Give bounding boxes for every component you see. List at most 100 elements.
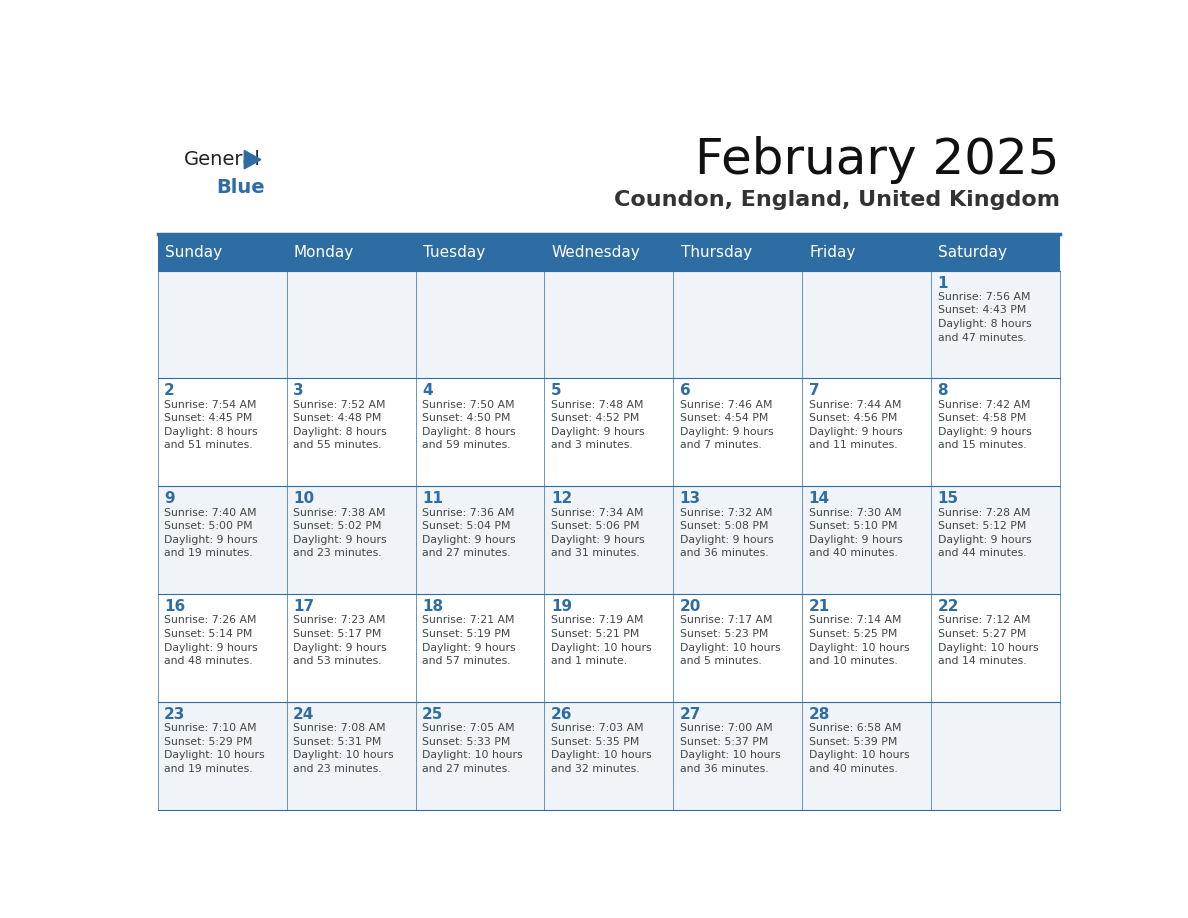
Text: February 2025: February 2025 — [695, 136, 1060, 184]
Bar — [931, 378, 1060, 487]
Text: Saturday: Saturday — [939, 245, 1007, 260]
Bar — [802, 378, 931, 487]
Text: Sunrise: 7:32 AM
Sunset: 5:08 PM
Daylight: 9 hours
and 36 minutes.: Sunrise: 7:32 AM Sunset: 5:08 PM Dayligh… — [680, 508, 773, 558]
Text: Sunrise: 7:00 AM
Sunset: 5:37 PM
Daylight: 10 hours
and 36 minutes.: Sunrise: 7:00 AM Sunset: 5:37 PM Dayligh… — [680, 723, 781, 774]
Bar — [286, 594, 416, 702]
Bar — [931, 271, 1060, 378]
Text: 4: 4 — [422, 384, 432, 398]
Text: Coundon, England, United Kingdom: Coundon, England, United Kingdom — [614, 190, 1060, 210]
Text: 1: 1 — [937, 275, 948, 291]
Bar — [286, 271, 416, 378]
Text: Sunrise: 7:50 AM
Sunset: 4:50 PM
Daylight: 8 hours
and 59 minutes.: Sunrise: 7:50 AM Sunset: 4:50 PM Dayligh… — [422, 399, 516, 451]
Text: Sunrise: 7:10 AM
Sunset: 5:29 PM
Daylight: 10 hours
and 19 minutes.: Sunrise: 7:10 AM Sunset: 5:29 PM Dayligh… — [164, 723, 265, 774]
Text: Sunrise: 7:30 AM
Sunset: 5:10 PM
Daylight: 9 hours
and 40 minutes.: Sunrise: 7:30 AM Sunset: 5:10 PM Dayligh… — [809, 508, 902, 558]
Text: 10: 10 — [293, 491, 314, 507]
Text: 5: 5 — [551, 384, 562, 398]
Text: Sunrise: 7:26 AM
Sunset: 5:14 PM
Daylight: 9 hours
and 48 minutes.: Sunrise: 7:26 AM Sunset: 5:14 PM Dayligh… — [164, 615, 258, 666]
Bar — [802, 702, 931, 810]
Text: Sunrise: 7:34 AM
Sunset: 5:06 PM
Daylight: 9 hours
and 31 minutes.: Sunrise: 7:34 AM Sunset: 5:06 PM Dayligh… — [551, 508, 644, 558]
Text: Sunrise: 6:58 AM
Sunset: 5:39 PM
Daylight: 10 hours
and 40 minutes.: Sunrise: 6:58 AM Sunset: 5:39 PM Dayligh… — [809, 723, 909, 774]
Text: Sunrise: 7:28 AM
Sunset: 5:12 PM
Daylight: 9 hours
and 44 minutes.: Sunrise: 7:28 AM Sunset: 5:12 PM Dayligh… — [937, 508, 1031, 558]
Bar — [802, 487, 931, 594]
Text: 23: 23 — [164, 707, 185, 722]
Bar — [416, 378, 544, 487]
Text: 19: 19 — [551, 599, 571, 614]
Text: 8: 8 — [937, 384, 948, 398]
Text: 17: 17 — [293, 599, 314, 614]
Bar — [158, 594, 286, 702]
Bar — [158, 378, 286, 487]
Bar — [158, 487, 286, 594]
Text: Sunrise: 7:21 AM
Sunset: 5:19 PM
Daylight: 9 hours
and 57 minutes.: Sunrise: 7:21 AM Sunset: 5:19 PM Dayligh… — [422, 615, 516, 666]
Bar — [286, 487, 416, 594]
Text: Thursday: Thursday — [681, 245, 752, 260]
Bar — [158, 271, 286, 378]
Bar — [158, 234, 1060, 271]
Text: Sunrise: 7:46 AM
Sunset: 4:54 PM
Daylight: 9 hours
and 7 minutes.: Sunrise: 7:46 AM Sunset: 4:54 PM Dayligh… — [680, 399, 773, 451]
Text: Tuesday: Tuesday — [423, 245, 485, 260]
Text: Sunrise: 7:17 AM
Sunset: 5:23 PM
Daylight: 10 hours
and 5 minutes.: Sunrise: 7:17 AM Sunset: 5:23 PM Dayligh… — [680, 615, 781, 666]
Text: 12: 12 — [551, 491, 573, 507]
Text: Sunrise: 7:54 AM
Sunset: 4:45 PM
Daylight: 8 hours
and 51 minutes.: Sunrise: 7:54 AM Sunset: 4:45 PM Dayligh… — [164, 399, 258, 451]
Text: Sunrise: 7:48 AM
Sunset: 4:52 PM
Daylight: 9 hours
and 3 minutes.: Sunrise: 7:48 AM Sunset: 4:52 PM Dayligh… — [551, 399, 644, 451]
Bar — [416, 487, 544, 594]
Text: 3: 3 — [293, 384, 304, 398]
Text: 24: 24 — [293, 707, 315, 722]
Text: Sunrise: 7:08 AM
Sunset: 5:31 PM
Daylight: 10 hours
and 23 minutes.: Sunrise: 7:08 AM Sunset: 5:31 PM Dayligh… — [293, 723, 393, 774]
Text: Sunrise: 7:05 AM
Sunset: 5:33 PM
Daylight: 10 hours
and 27 minutes.: Sunrise: 7:05 AM Sunset: 5:33 PM Dayligh… — [422, 723, 523, 774]
Text: 26: 26 — [551, 707, 573, 722]
Bar — [674, 271, 802, 378]
Text: 13: 13 — [680, 491, 701, 507]
Text: 25: 25 — [422, 707, 443, 722]
Text: Sunrise: 7:03 AM
Sunset: 5:35 PM
Daylight: 10 hours
and 32 minutes.: Sunrise: 7:03 AM Sunset: 5:35 PM Dayligh… — [551, 723, 651, 774]
Bar — [544, 702, 674, 810]
Bar — [674, 594, 802, 702]
Text: Sunrise: 7:38 AM
Sunset: 5:02 PM
Daylight: 9 hours
and 23 minutes.: Sunrise: 7:38 AM Sunset: 5:02 PM Dayligh… — [293, 508, 386, 558]
Bar — [931, 702, 1060, 810]
Bar — [802, 271, 931, 378]
Text: Sunrise: 7:19 AM
Sunset: 5:21 PM
Daylight: 10 hours
and 1 minute.: Sunrise: 7:19 AM Sunset: 5:21 PM Dayligh… — [551, 615, 651, 666]
Text: 18: 18 — [422, 599, 443, 614]
Text: 2: 2 — [164, 384, 175, 398]
Text: Sunrise: 7:40 AM
Sunset: 5:00 PM
Daylight: 9 hours
and 19 minutes.: Sunrise: 7:40 AM Sunset: 5:00 PM Dayligh… — [164, 508, 258, 558]
Text: Friday: Friday — [809, 245, 855, 260]
Text: 22: 22 — [937, 599, 959, 614]
Text: 15: 15 — [937, 491, 959, 507]
Bar — [674, 487, 802, 594]
Bar — [674, 702, 802, 810]
Bar — [544, 378, 674, 487]
Text: 28: 28 — [809, 707, 830, 722]
Text: Monday: Monday — [293, 245, 354, 260]
Bar — [931, 487, 1060, 594]
Bar — [544, 271, 674, 378]
Text: Sunrise: 7:14 AM
Sunset: 5:25 PM
Daylight: 10 hours
and 10 minutes.: Sunrise: 7:14 AM Sunset: 5:25 PM Dayligh… — [809, 615, 909, 666]
Bar — [286, 378, 416, 487]
Text: 7: 7 — [809, 384, 820, 398]
Text: Sunrise: 7:52 AM
Sunset: 4:48 PM
Daylight: 8 hours
and 55 minutes.: Sunrise: 7:52 AM Sunset: 4:48 PM Dayligh… — [293, 399, 386, 451]
Text: Sunrise: 7:42 AM
Sunset: 4:58 PM
Daylight: 9 hours
and 15 minutes.: Sunrise: 7:42 AM Sunset: 4:58 PM Dayligh… — [937, 399, 1031, 451]
Polygon shape — [245, 151, 261, 169]
Text: 20: 20 — [680, 599, 701, 614]
Text: Blue: Blue — [216, 178, 265, 197]
Text: 11: 11 — [422, 491, 443, 507]
Bar — [931, 594, 1060, 702]
Bar — [416, 702, 544, 810]
Text: General: General — [183, 151, 260, 169]
Bar — [416, 271, 544, 378]
Text: Sunday: Sunday — [165, 245, 222, 260]
Text: Sunrise: 7:56 AM
Sunset: 4:43 PM
Daylight: 8 hours
and 47 minutes.: Sunrise: 7:56 AM Sunset: 4:43 PM Dayligh… — [937, 292, 1031, 342]
Bar — [802, 594, 931, 702]
Bar — [416, 594, 544, 702]
Bar — [286, 702, 416, 810]
Text: 21: 21 — [809, 599, 830, 614]
Bar — [544, 487, 674, 594]
Text: Sunrise: 7:12 AM
Sunset: 5:27 PM
Daylight: 10 hours
and 14 minutes.: Sunrise: 7:12 AM Sunset: 5:27 PM Dayligh… — [937, 615, 1038, 666]
Text: Wednesday: Wednesday — [551, 245, 640, 260]
Text: 16: 16 — [164, 599, 185, 614]
Text: Sunrise: 7:44 AM
Sunset: 4:56 PM
Daylight: 9 hours
and 11 minutes.: Sunrise: 7:44 AM Sunset: 4:56 PM Dayligh… — [809, 399, 902, 451]
Text: 14: 14 — [809, 491, 829, 507]
Bar — [674, 378, 802, 487]
Text: Sunrise: 7:23 AM
Sunset: 5:17 PM
Daylight: 9 hours
and 53 minutes.: Sunrise: 7:23 AM Sunset: 5:17 PM Dayligh… — [293, 615, 386, 666]
Bar — [158, 702, 286, 810]
Text: Sunrise: 7:36 AM
Sunset: 5:04 PM
Daylight: 9 hours
and 27 minutes.: Sunrise: 7:36 AM Sunset: 5:04 PM Dayligh… — [422, 508, 516, 558]
